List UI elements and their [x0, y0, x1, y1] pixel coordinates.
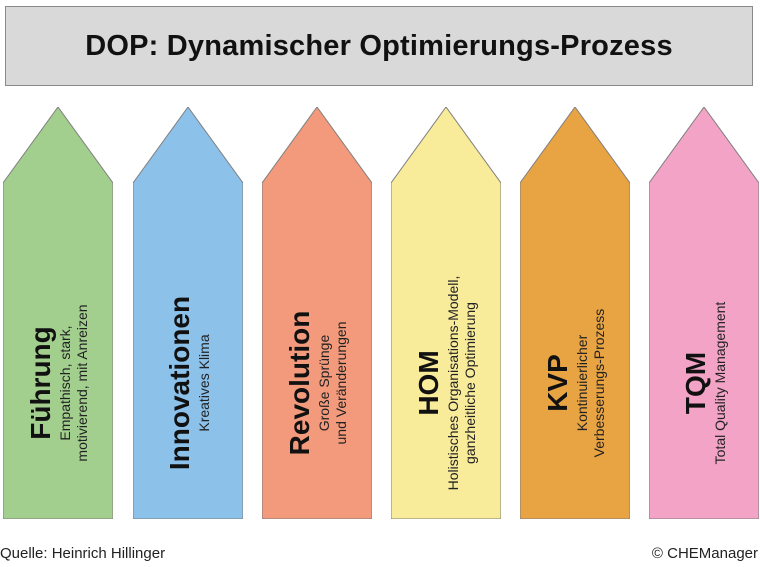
arrow-revolution: Revolution Große Sprünge und Veränderung… [262, 107, 372, 519]
arrow-shape [520, 107, 630, 519]
arrow-shape [3, 107, 113, 519]
arrow-label: Innovationen [163, 295, 195, 471]
arrow-subtitle-line: Total Quality Management [711, 301, 728, 465]
source-credit: Quelle: Heinrich Hillinger [0, 545, 166, 562]
diagram-title: DOP: Dynamischer Optimierungs-Prozess [85, 29, 673, 62]
arrow-subtitle-line: motivierend, mit Anreizen [74, 304, 90, 462]
arrow-subtitle-line: Empathisch, stark, [57, 325, 73, 441]
arrow-label: Führung [25, 326, 56, 440]
arrow-subtitle-line: Holistisches Organisations-Modell, [445, 275, 461, 491]
arrow-innovationen: Innovationen Kreatives Klima [133, 107, 243, 519]
title-box: DOP: Dynamischer Optimierungs-Prozess [5, 6, 753, 86]
arrow-tqm: TQM Total Quality Management [649, 107, 759, 519]
arrow-fuehrung: Führung Empathisch, stark, motivierend, … [3, 107, 113, 519]
arrow-shape [391, 107, 501, 519]
copyright-notice: © CHEManager [651, 545, 758, 562]
arrow-hom: HOM Holistisches Organisations-Modell, g… [391, 107, 501, 519]
arrow-shape [262, 107, 372, 519]
arrow-label: HOM [413, 350, 444, 416]
arrow-label: TQM [679, 351, 711, 415]
arrow-subtitle-line: ganzheitliche Optimierung [462, 302, 478, 464]
arrow-shape [649, 107, 759, 519]
arrow-label: Revolution [284, 310, 315, 456]
arrow-subtitle-line: Verbesserungs-Prozess [591, 308, 607, 458]
arrow-subtitle-line: und Veränderungen [333, 321, 349, 445]
arrow-subtitle-line: Kreatives Klima [195, 334, 212, 432]
arrow-subtitle-line: Kontinuierlicher [574, 334, 590, 432]
arrow-shape [133, 107, 243, 519]
arrow-kvp: KVP Kontinuierlicher Verbesserungs-Proze… [520, 107, 630, 519]
arrow-subtitle-line: Große Sprünge [316, 334, 332, 432]
arrow-label: KVP [542, 354, 573, 412]
